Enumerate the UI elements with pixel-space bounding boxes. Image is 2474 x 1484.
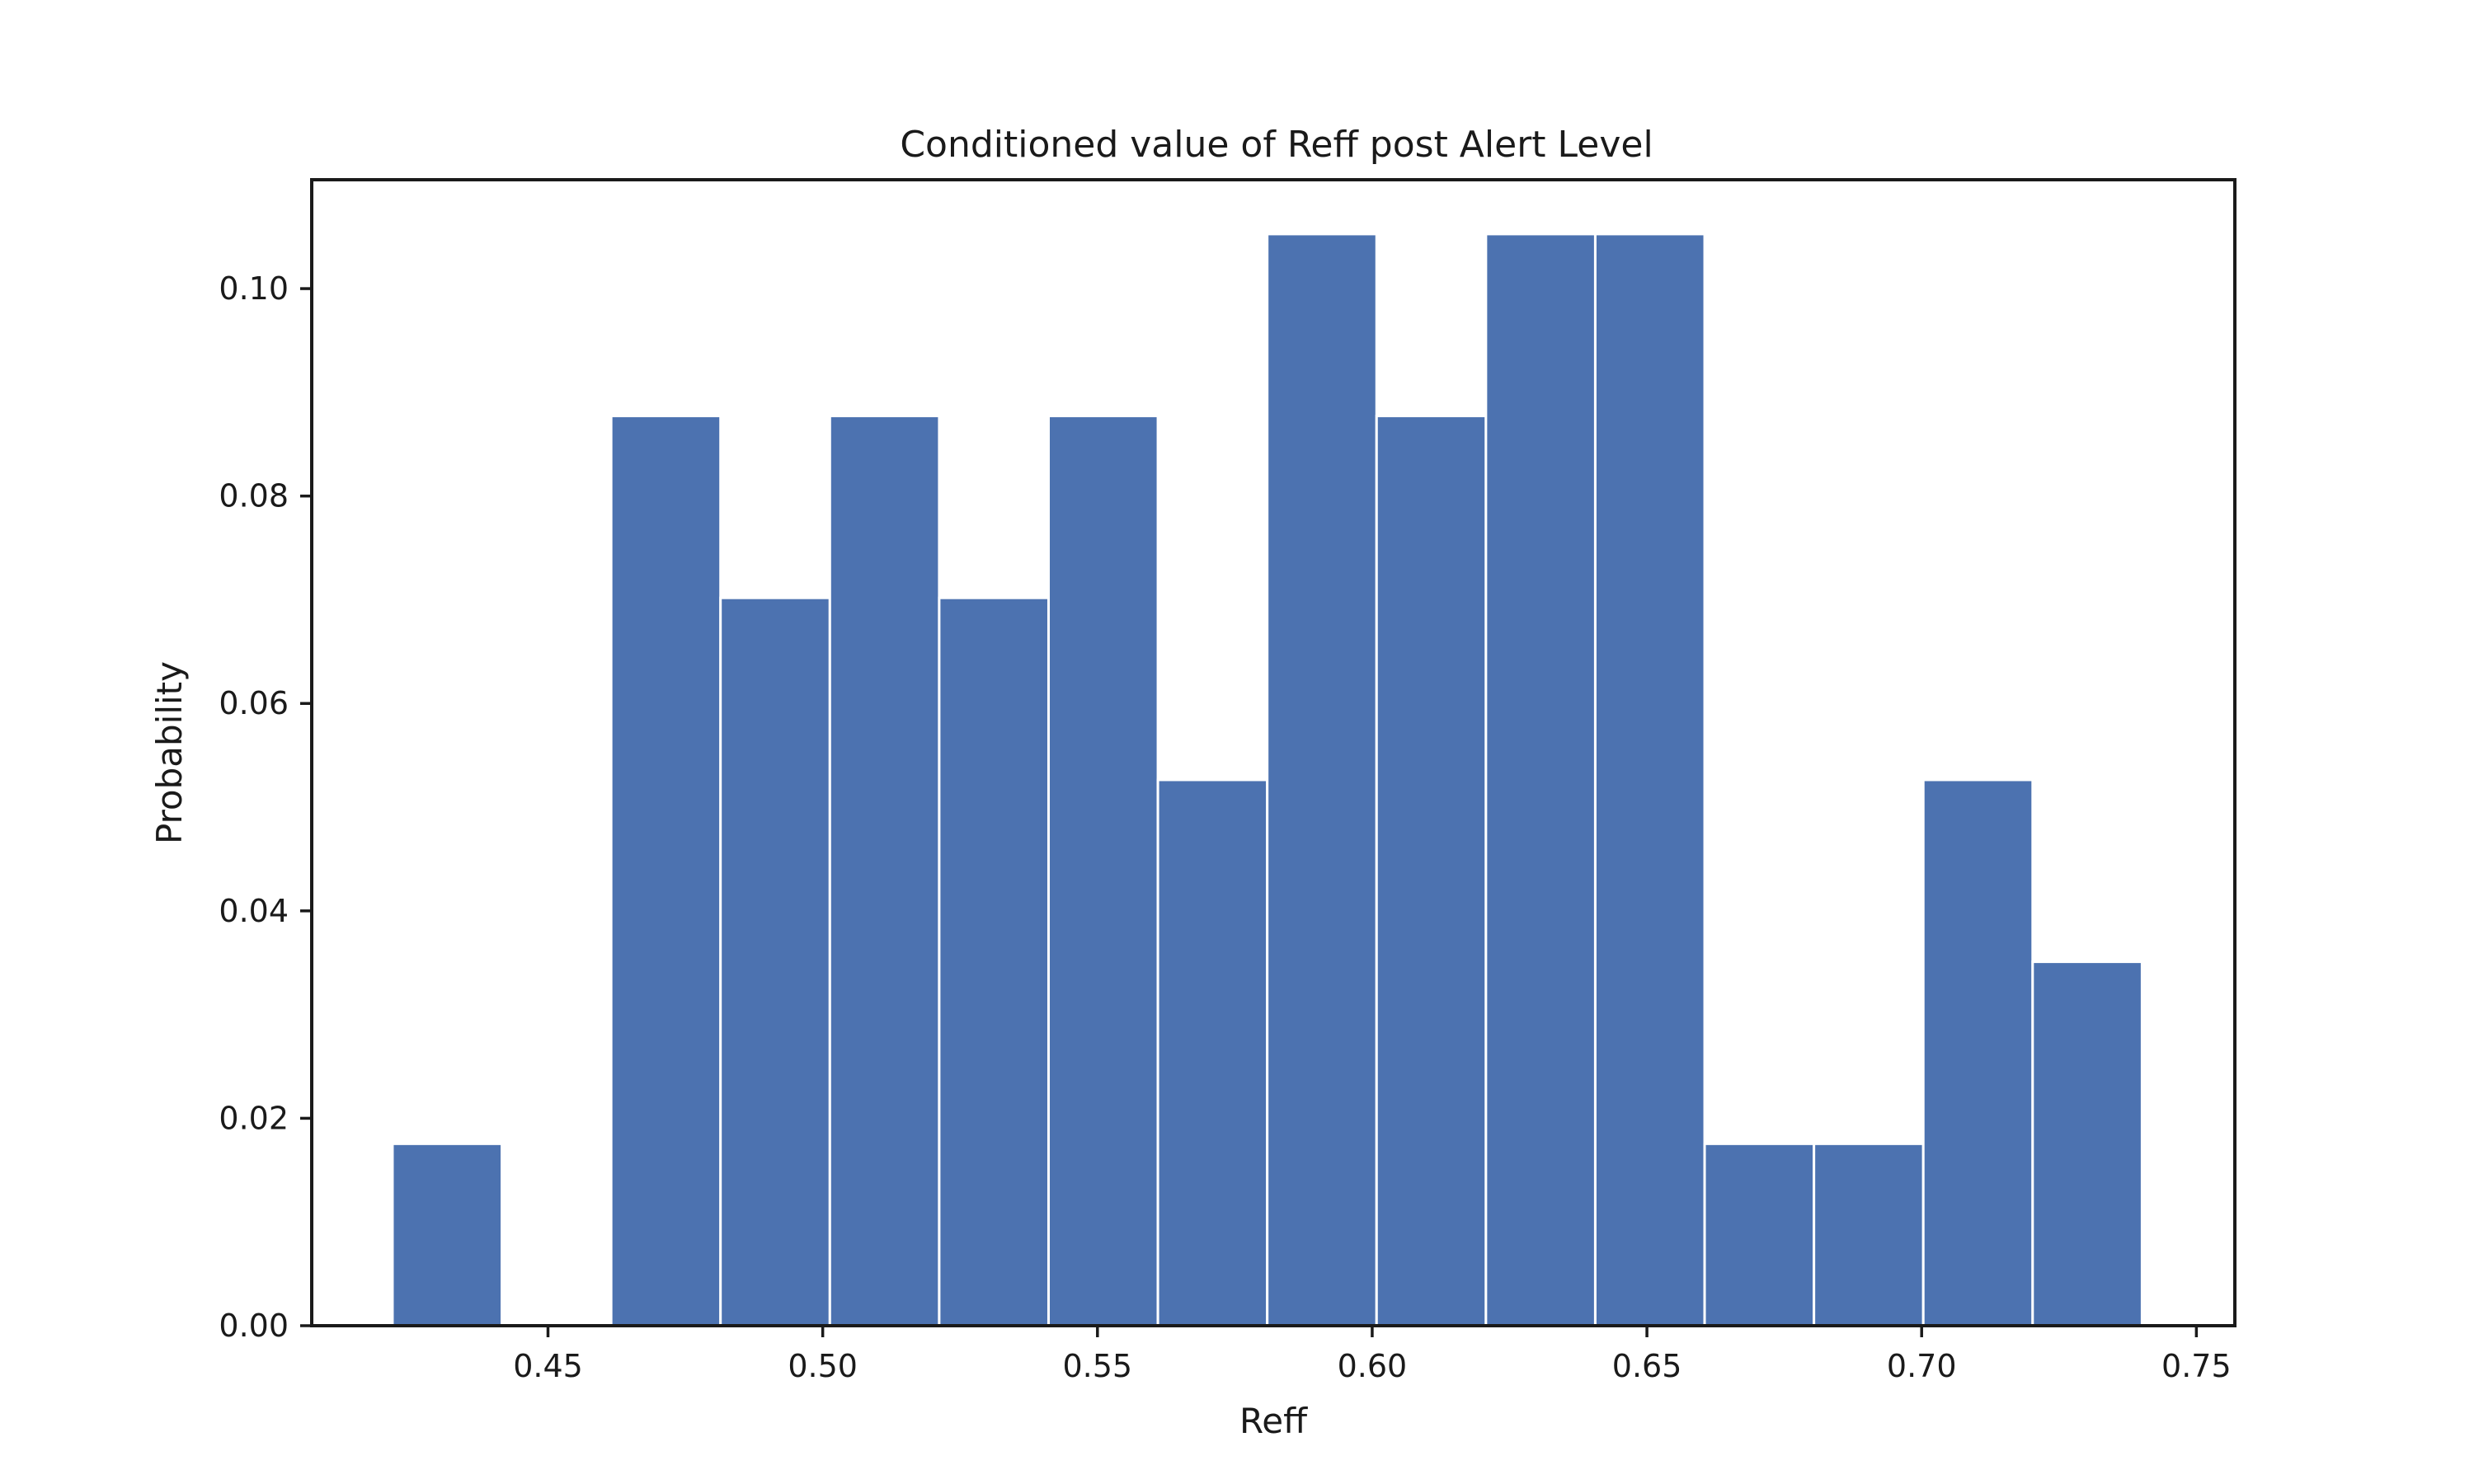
y-tick-label: 0.04 bbox=[219, 893, 289, 929]
histogram-bar bbox=[828, 415, 941, 1327]
x-tick-label: 0.70 bbox=[1887, 1348, 1957, 1384]
y-tick-label: 0.08 bbox=[219, 478, 289, 514]
y-tick-label: 0.10 bbox=[219, 270, 289, 307]
x-tick-label: 0.55 bbox=[1062, 1348, 1132, 1384]
x-tick-label: 0.50 bbox=[788, 1348, 858, 1384]
histogram-bar bbox=[1484, 232, 1597, 1327]
histogram-bar bbox=[1156, 778, 1269, 1327]
bars-layer bbox=[391, 232, 2143, 1327]
histogram-bar bbox=[1703, 1142, 1816, 1327]
x-tick-label: 0.60 bbox=[1338, 1348, 1408, 1384]
y-tick-label: 0.02 bbox=[219, 1100, 289, 1136]
histogram-bar bbox=[609, 415, 722, 1327]
y-axis-ticks: 0.00 0.02 0.04 0.06 0.08 0.10 bbox=[219, 270, 312, 1344]
y-tick-label: 0.06 bbox=[219, 685, 289, 721]
x-axis-ticks: 0.45 0.50 0.55 0.60 0.65 0.70 0.75 bbox=[513, 1326, 2232, 1384]
histogram-bar bbox=[938, 596, 1050, 1327]
histogram-bar bbox=[1375, 415, 1488, 1327]
y-tick-label: 0.00 bbox=[219, 1308, 289, 1344]
chart-title: Conditioned value of Reff post Alert Lev… bbox=[900, 124, 1653, 166]
histogram-bar bbox=[1047, 415, 1159, 1327]
histogram-bar bbox=[1593, 232, 1706, 1327]
plot-frame bbox=[310, 178, 2236, 1327]
histogram-bar bbox=[1813, 1142, 1925, 1327]
x-tick-label: 0.45 bbox=[513, 1348, 583, 1384]
histogram-bar bbox=[1921, 778, 2034, 1327]
histogram-bar bbox=[1266, 232, 1378, 1327]
histogram-bar bbox=[719, 596, 831, 1327]
x-axis-label: Reff bbox=[1239, 1401, 1308, 1441]
y-axis-label: Probability bbox=[149, 661, 190, 844]
histogram-bar bbox=[391, 1142, 504, 1327]
histogram-bar bbox=[2031, 960, 2143, 1327]
x-tick-label: 0.75 bbox=[2161, 1348, 2232, 1384]
x-tick-label: 0.65 bbox=[1612, 1348, 1682, 1384]
